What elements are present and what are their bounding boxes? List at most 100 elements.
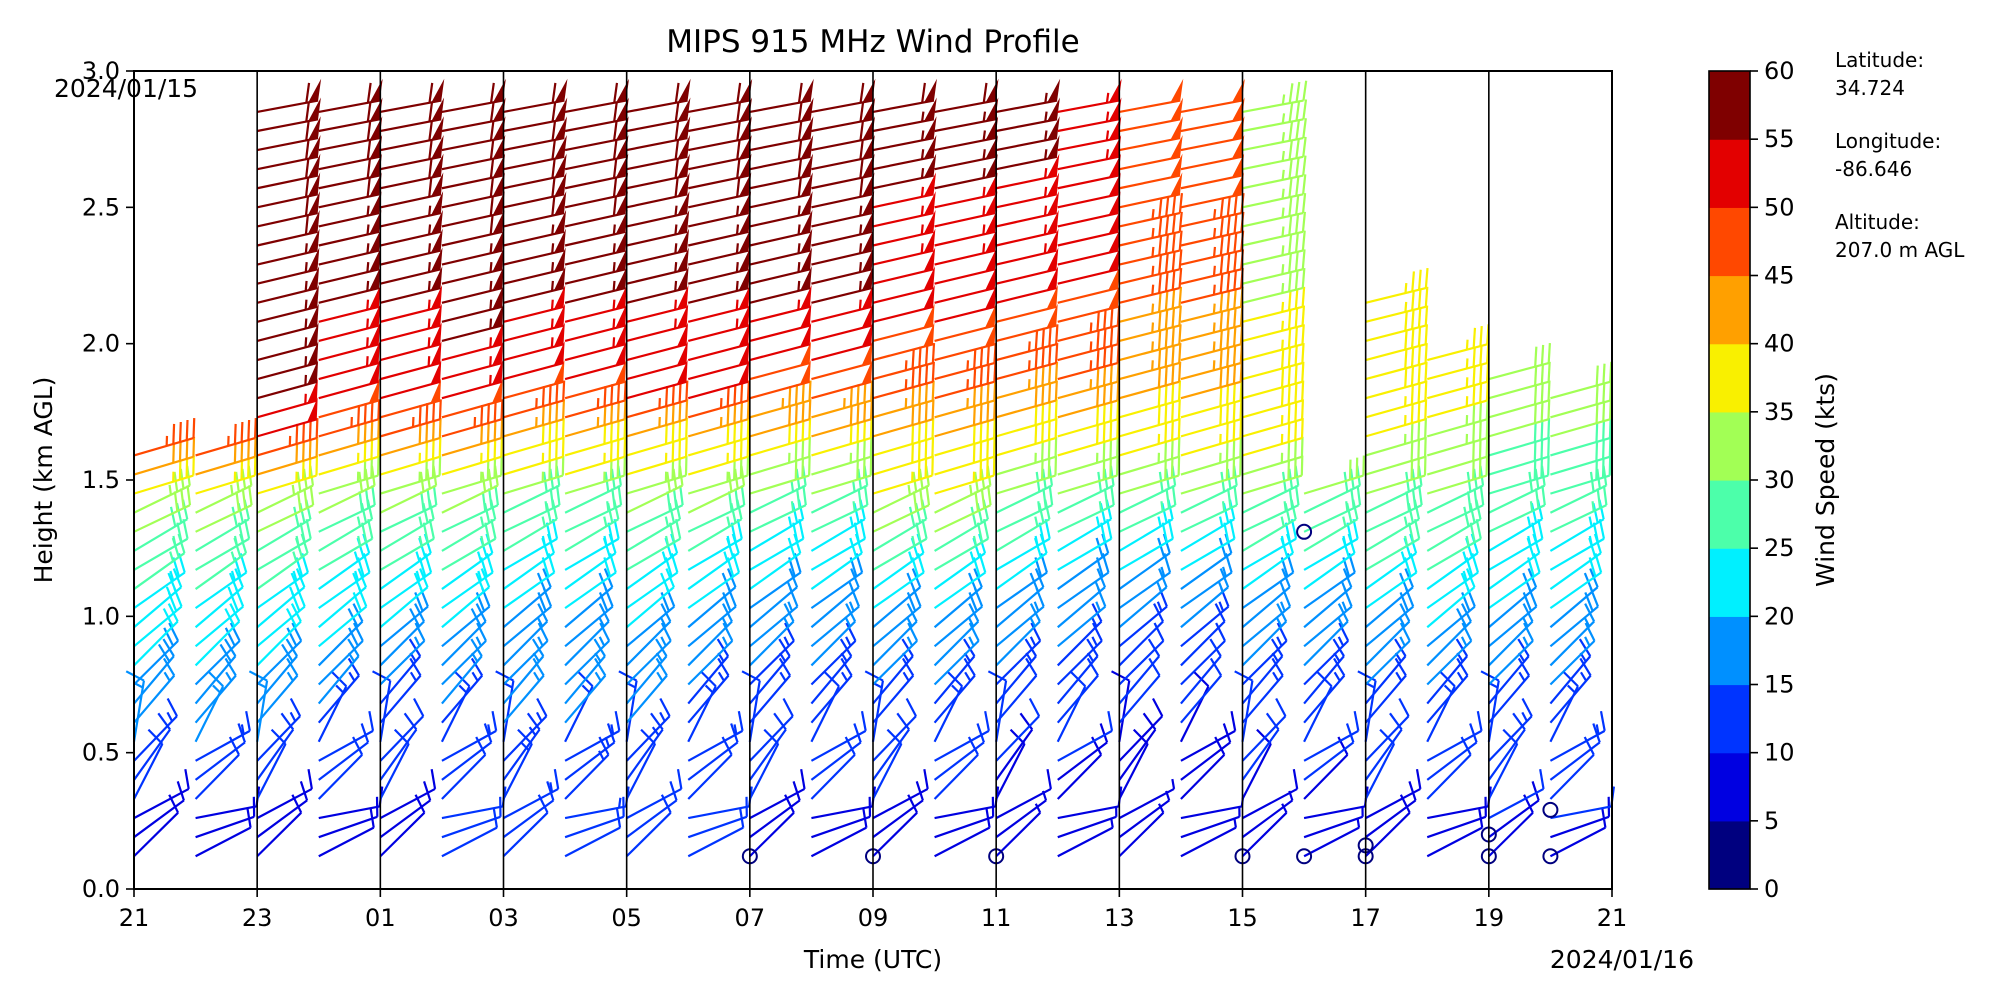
barb-flag bbox=[1170, 153, 1183, 178]
barb-full bbox=[1389, 712, 1403, 731]
barb-full bbox=[857, 488, 863, 509]
barb-shaft bbox=[194, 586, 244, 629]
barb-half bbox=[1518, 671, 1526, 682]
barb-full bbox=[1229, 518, 1236, 539]
barb-full bbox=[869, 418, 873, 439]
barb-shaft bbox=[1241, 674, 1284, 724]
barb-shaft bbox=[194, 741, 246, 781]
barb-shaft bbox=[1550, 436, 1611, 457]
barb-full bbox=[863, 438, 866, 459]
barb-flag bbox=[431, 134, 444, 159]
colorbar-segment bbox=[1709, 411, 1750, 481]
barb-flag bbox=[738, 247, 751, 272]
barb-shaft bbox=[318, 343, 379, 362]
barb-shaft bbox=[687, 361, 749, 381]
wind-barb bbox=[811, 284, 874, 323]
barb-shaft bbox=[502, 605, 552, 648]
barb-shaft bbox=[933, 674, 976, 724]
barb-shaft bbox=[1242, 324, 1303, 343]
barb-half bbox=[906, 616, 913, 627]
wind-barb bbox=[503, 191, 567, 228]
barb-half bbox=[427, 262, 431, 273]
barb-full bbox=[979, 421, 983, 443]
wind-barb bbox=[626, 359, 688, 400]
barb-shaft bbox=[749, 799, 801, 839]
wind-barb bbox=[441, 191, 505, 228]
barb-shaft bbox=[1180, 118, 1243, 133]
barb-shaft bbox=[1365, 305, 1427, 323]
barb-shaft bbox=[810, 826, 867, 858]
wind-barb bbox=[256, 228, 320, 266]
wind-barb bbox=[1549, 736, 1595, 800]
colorbar-tick-label: 30 bbox=[1764, 466, 1795, 494]
wind-barb bbox=[995, 518, 1051, 571]
wind-barb bbox=[1180, 211, 1245, 247]
barb-shaft bbox=[133, 537, 189, 571]
barb-shaft bbox=[811, 455, 872, 476]
barb-full bbox=[856, 403, 860, 424]
barb-shaft bbox=[194, 753, 240, 800]
barb-full bbox=[1472, 365, 1476, 386]
barb-shaft bbox=[934, 361, 995, 381]
wind-barb bbox=[1057, 324, 1121, 362]
barb-shaft bbox=[318, 504, 376, 533]
wind-barb bbox=[194, 553, 248, 610]
barb-half bbox=[606, 501, 610, 512]
barb-half bbox=[1089, 379, 1093, 390]
barb-shaft bbox=[1057, 286, 1119, 304]
barb-full bbox=[1171, 382, 1175, 403]
barb-full bbox=[500, 436, 504, 457]
barb-flag bbox=[307, 266, 320, 291]
wind-barb bbox=[256, 78, 322, 113]
barb-flag bbox=[1047, 97, 1060, 122]
barb-flag bbox=[368, 359, 380, 385]
barb-flag bbox=[923, 209, 936, 234]
wind-barb bbox=[1180, 116, 1245, 152]
barb-shaft bbox=[995, 343, 1057, 362]
barb-full bbox=[1417, 438, 1421, 459]
barb-shaft bbox=[256, 305, 318, 323]
wind-barb bbox=[810, 736, 856, 800]
barb-half bbox=[304, 374, 308, 386]
barb-shaft bbox=[256, 799, 308, 839]
barb-full bbox=[1288, 139, 1294, 160]
barb-flag bbox=[615, 266, 628, 291]
barb-shaft bbox=[380, 455, 441, 476]
barb-shaft bbox=[810, 518, 866, 552]
barb-full bbox=[1219, 329, 1223, 350]
barb-shaft bbox=[995, 305, 1057, 323]
barb-full bbox=[1048, 363, 1052, 384]
wind-barb bbox=[441, 603, 487, 667]
barb-shaft bbox=[1364, 811, 1411, 858]
barb-half bbox=[1279, 581, 1286, 593]
wind-barb bbox=[995, 803, 1042, 858]
barb-half bbox=[849, 516, 854, 527]
barb-full bbox=[1265, 712, 1280, 731]
barb-full bbox=[1417, 288, 1422, 309]
barb-shaft bbox=[1119, 343, 1180, 362]
barb-shaft bbox=[811, 174, 873, 190]
wind-barb bbox=[441, 533, 494, 590]
wind-barb bbox=[872, 553, 925, 610]
barb-flag bbox=[800, 191, 813, 216]
barb-full bbox=[253, 418, 257, 439]
wind-barb bbox=[1488, 380, 1551, 419]
barb-shaft bbox=[1426, 586, 1476, 629]
wind-barb bbox=[564, 247, 628, 285]
wind-barb bbox=[195, 455, 257, 495]
barb-full bbox=[979, 384, 983, 405]
barb-shaft bbox=[872, 537, 928, 571]
barb-flag bbox=[615, 284, 627, 310]
barb-half bbox=[726, 535, 731, 547]
barb-half bbox=[717, 671, 725, 682]
barb-shaft bbox=[626, 343, 687, 362]
barb-full bbox=[1353, 710, 1360, 732]
wind-barb bbox=[195, 786, 261, 820]
barb-full bbox=[740, 382, 744, 403]
barb-flag bbox=[739, 97, 753, 122]
barb-shaft bbox=[687, 605, 737, 648]
barb-shaft bbox=[1241, 605, 1291, 648]
wind-barb bbox=[741, 670, 761, 742]
wind-barb bbox=[749, 622, 795, 686]
barb-half bbox=[475, 636, 483, 647]
